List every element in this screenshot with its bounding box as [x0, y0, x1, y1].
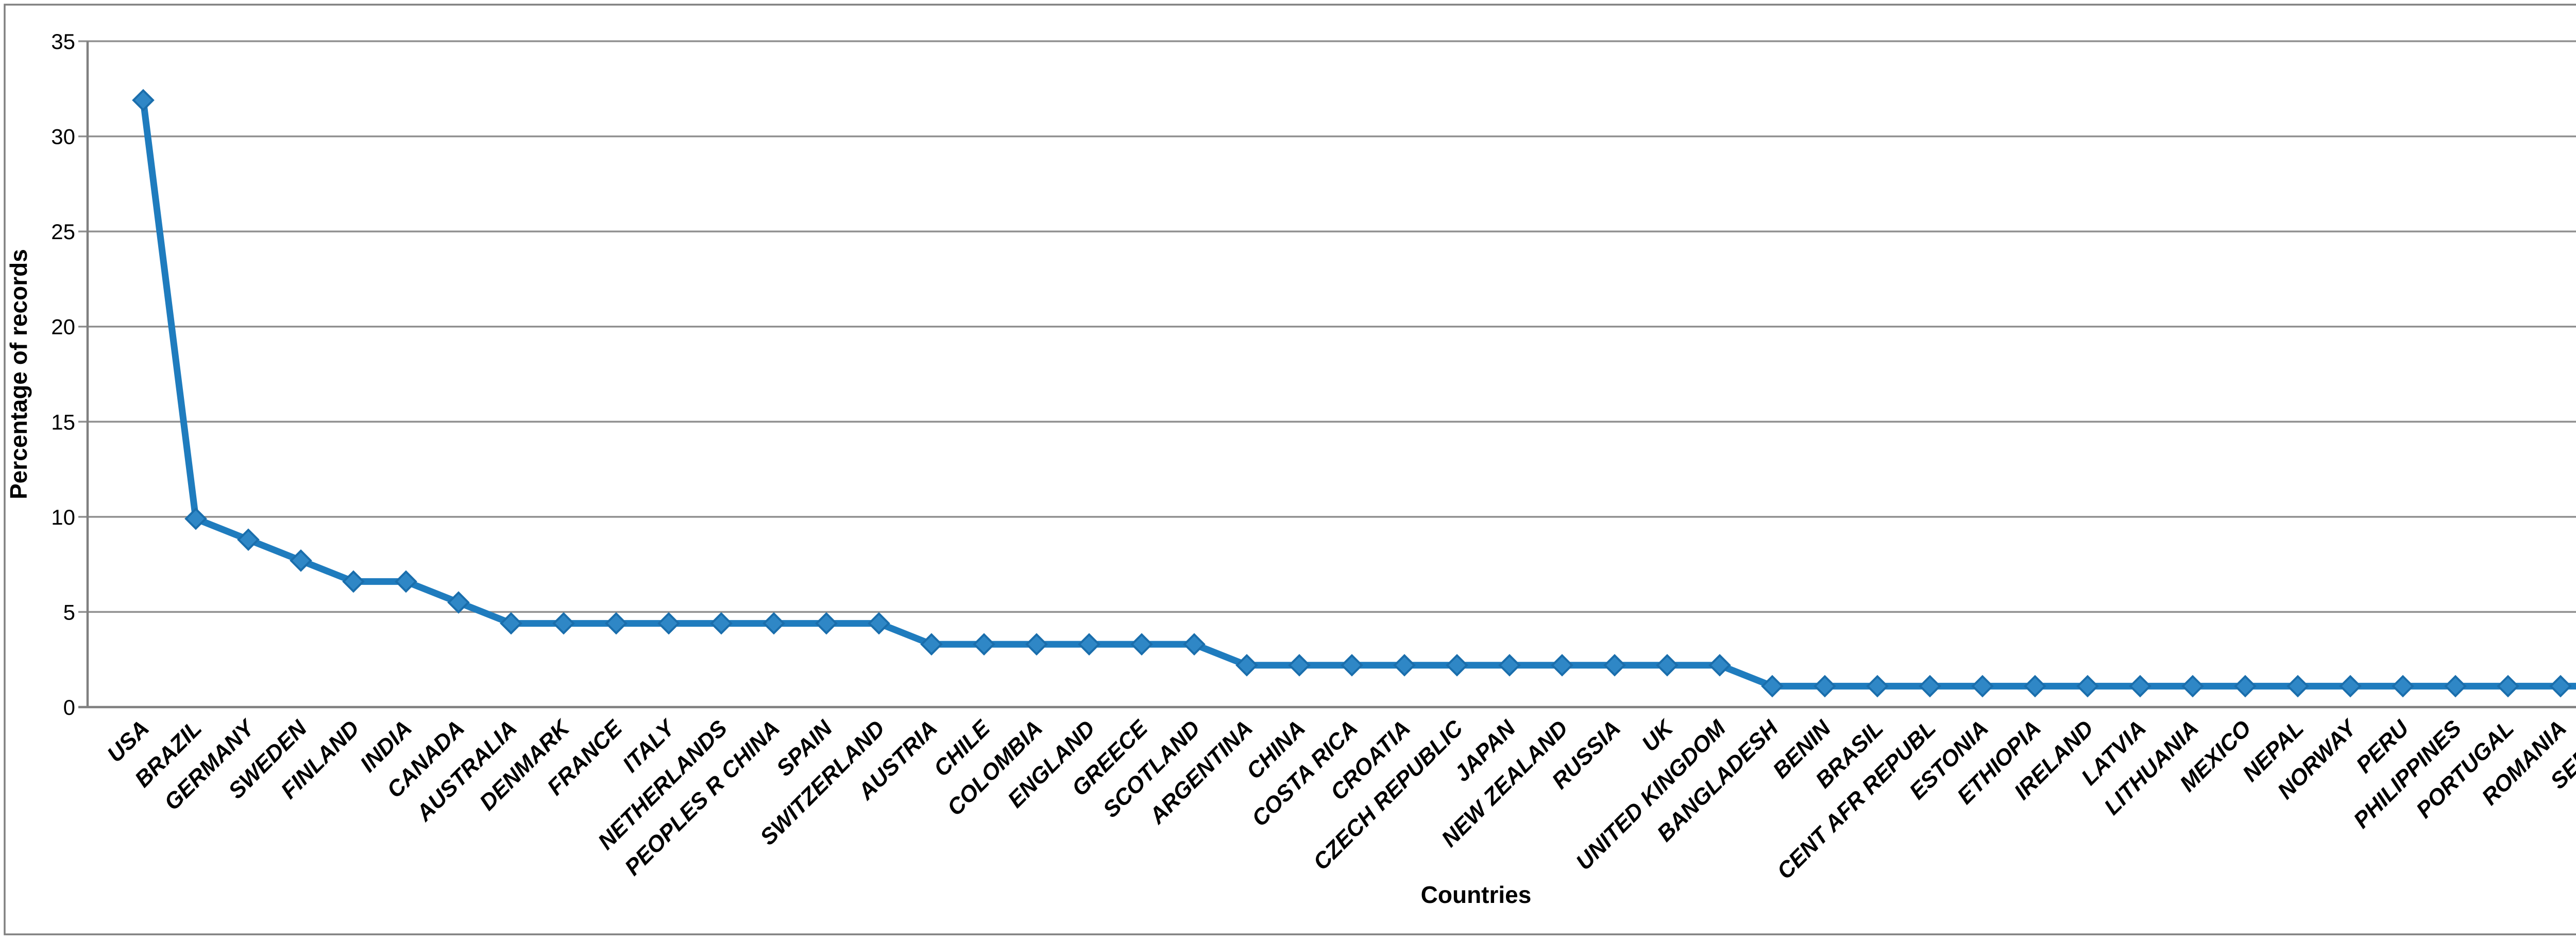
data-point-cent-afr-republ — [1919, 675, 1941, 698]
data-point-india — [395, 570, 417, 593]
y-tick-label: 10 — [51, 505, 75, 529]
data-point-argentina — [1235, 653, 1258, 677]
axes — [78, 41, 2576, 709]
data-point-australia — [500, 612, 522, 635]
data-point-lithuania — [2181, 675, 2204, 698]
y-tick-label: 25 — [51, 220, 75, 244]
data-point-united-kingdom — [1708, 653, 1731, 677]
y-axis-tick-labels: 0 5 10 15 20 25 30 35 — [51, 29, 75, 719]
data-point-china — [1288, 653, 1311, 677]
data-point-spain — [815, 612, 838, 635]
data-point-benin — [1814, 675, 1836, 698]
figure-border — [4, 4, 2576, 935]
data-point-colombia — [1025, 633, 1048, 656]
data-point-japan — [1498, 653, 1521, 677]
data-point-scotland — [1183, 633, 1206, 656]
data-point-new-zealand — [1551, 653, 1573, 677]
data-point-latvia — [2129, 675, 2151, 698]
y-axis-title: Percentage of records — [5, 249, 32, 499]
data-point-netherlands — [710, 612, 733, 635]
y-tick-label: 30 — [51, 125, 75, 149]
data-line — [140, 96, 2576, 690]
x-axis-title: Countries — [1421, 881, 1532, 908]
y-tick-label: 5 — [63, 600, 75, 624]
y-tick-label: 20 — [51, 315, 75, 339]
data-point-mexico — [2234, 675, 2257, 698]
data-point-russia — [1603, 653, 1626, 677]
data-series — [132, 89, 2576, 698]
data-point-romania — [2549, 675, 2572, 698]
data-point-peoples-r-china — [762, 612, 785, 635]
data-point-estonia — [1971, 675, 1994, 698]
data-point-brasil — [1866, 675, 1889, 698]
data-point-france — [605, 612, 628, 635]
data-point-england — [1078, 633, 1100, 656]
data-point-philippines — [2444, 675, 2467, 698]
data-point-finland — [342, 570, 365, 593]
data-point-bangladesh — [1761, 675, 1784, 698]
data-point-portugal — [2497, 675, 2519, 698]
data-point-peru — [2392, 675, 2414, 698]
data-point-ireland — [2076, 675, 2099, 698]
data-point-austria — [920, 633, 943, 656]
data-point-germany — [237, 528, 260, 551]
data-point-switzerland — [868, 612, 890, 635]
data-point-usa — [132, 89, 155, 112]
data-point-nepal — [2286, 675, 2309, 698]
data-point-greece — [1130, 633, 1153, 656]
data-point-czech-republic — [1446, 653, 1468, 677]
data-point-denmark — [552, 612, 575, 635]
data-point-uk — [1656, 653, 1679, 677]
data-point-costa-rica — [1341, 653, 1363, 677]
data-point-sweden — [290, 549, 312, 572]
data-point-norway — [2339, 675, 2362, 698]
y-tick-label: 15 — [51, 410, 75, 434]
data-point-chile — [973, 633, 995, 656]
y-tick-label: 0 — [63, 695, 75, 719]
gridlines — [78, 40, 2576, 613]
data-point-italy — [657, 612, 680, 635]
y-tick-label: 35 — [51, 29, 75, 54]
data-point-croatia — [1393, 653, 1416, 677]
data-point-canada — [447, 591, 470, 614]
data-point-brazil — [184, 507, 207, 530]
data-point-ethiopia — [2024, 675, 2046, 698]
